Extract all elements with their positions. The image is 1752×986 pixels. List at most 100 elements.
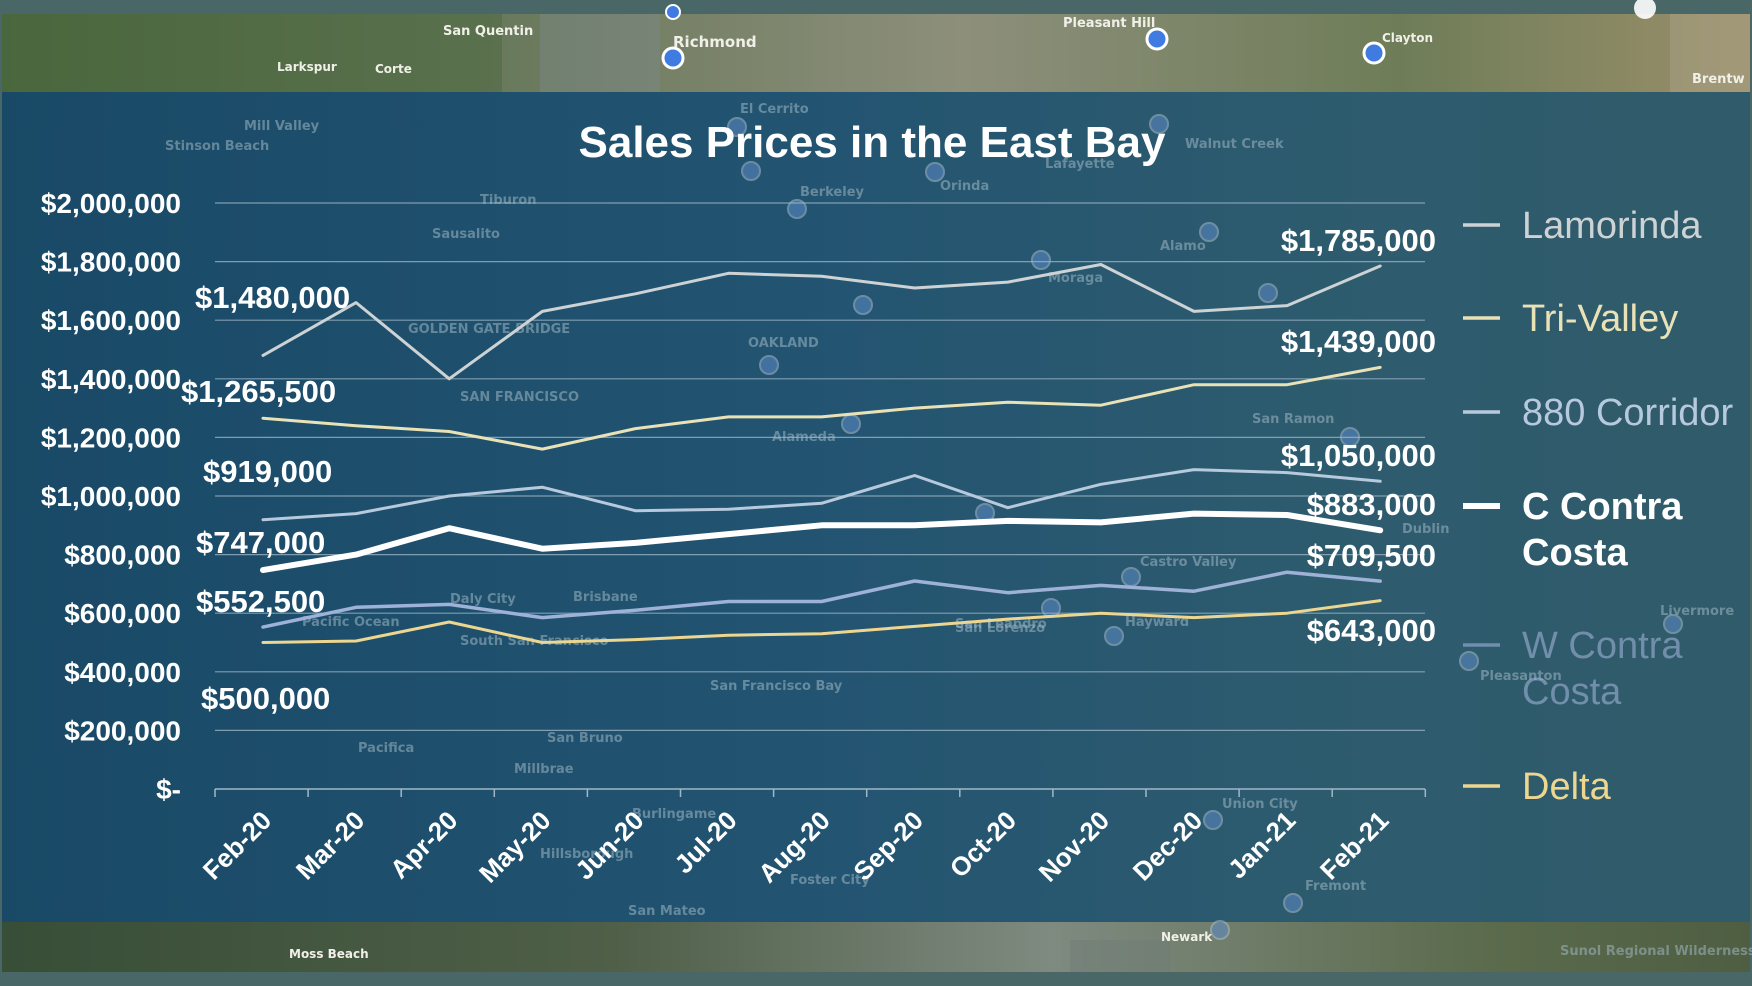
y-tick-label: $600,000 <box>64 598 181 629</box>
panel-map-label: Lafayette <box>1045 157 1115 172</box>
y-tick-label: $200,000 <box>64 715 181 746</box>
legend-item-880-corridor: 880 Corridor <box>1463 392 1734 434</box>
panel-map-label: Sunol Regional Wilderness Area <box>1560 944 1752 959</box>
panel-map-label: Walnut Creek <box>1185 137 1284 152</box>
panel-map-label: Hayward <box>1125 615 1189 630</box>
map-place-label: Brentw <box>1692 72 1745 87</box>
legend-label: W Contra Costa <box>1522 625 1683 713</box>
start-value-label-delta: $500,000 <box>201 681 330 716</box>
panel-map-label: Tiburon <box>480 193 536 208</box>
panel-map-label: Daly City <box>450 592 516 607</box>
legend: Lamorinda Tri-Valley 880 Corridor C Contra C… <box>1463 205 1734 808</box>
panel-map-pin <box>741 161 761 181</box>
end-value-label-880-corridor: $1,050,000 <box>1281 438 1436 473</box>
panel-map-label: Pacifica <box>358 741 414 756</box>
legend-item-delta: Delta <box>1463 766 1612 808</box>
panel-map-pin <box>1104 626 1124 646</box>
panel-map-label: Dublin <box>1402 522 1450 537</box>
map-pins <box>661 0 1656 70</box>
series-line-delta <box>261 599 1382 644</box>
panel-map-pin <box>1203 810 1223 830</box>
panel-map-label: Brisbane <box>573 590 638 605</box>
legend-label: 880 Corridor <box>1522 392 1734 434</box>
panel-map-label: Berkeley <box>800 185 865 200</box>
map-place-label: Pleasant Hill <box>1063 16 1155 31</box>
panel-map-label: Livermore <box>1660 604 1734 619</box>
legend-label: Lamorinda <box>1522 205 1702 247</box>
y-tick-label: $2,000,000 <box>41 188 181 219</box>
map-pin <box>665 4 681 20</box>
panel-map-pin <box>1199 222 1219 242</box>
panel-map-pin <box>1031 250 1051 270</box>
legend-label: C Contra Costa <box>1522 486 1683 574</box>
panel-map-label: Hillsborough <box>540 847 633 862</box>
legend-item-tri-valley: Tri-Valley <box>1463 298 1678 340</box>
panel-map-label: Moraga <box>1048 271 1103 286</box>
panel-map-label: GOLDEN GATE BRIDGE <box>408 322 570 337</box>
panel-map-pin <box>727 117 747 137</box>
panel-map-label: San Francisco Bay <box>710 679 843 694</box>
legend-item-lamorinda: Lamorinda <box>1463 205 1702 247</box>
y-tick-label: $1,200,000 <box>41 422 181 453</box>
start-value-label-tri-valley: $1,265,500 <box>181 374 336 409</box>
series-lines <box>260 263 1384 644</box>
panel-map-label: El Cerrito <box>740 102 809 117</box>
panel-map-pin <box>759 355 779 375</box>
panel-map-pin <box>1283 893 1303 913</box>
series-line-880-corridor <box>261 468 1382 522</box>
end-value-label-tri-valley: $1,439,000 <box>1281 324 1436 359</box>
start-value-label-880-corridor: $919,000 <box>203 454 332 489</box>
panel-map-label: Stinson Beach <box>165 139 269 154</box>
panel-map-pin <box>1210 920 1230 940</box>
legend-label: Tri-Valley <box>1522 298 1678 340</box>
map-place-label: San Quentin <box>443 24 533 39</box>
data-labels: $1,480,000 $1,785,000 $1,265,500 $1,439,000… <box>181 223 1436 716</box>
panel-map-pin <box>787 199 807 219</box>
panel-map-label: Millbrae <box>514 762 574 777</box>
panel-map-label: Orinda <box>940 179 989 194</box>
end-value-label-c-contra-costa: $883,000 <box>1307 487 1436 522</box>
start-value-label-w-contra-costa: $552,500 <box>196 584 325 619</box>
series-line-lamorinda <box>261 263 1382 381</box>
chart-title: Sales Prices in the East Bay <box>579 118 1167 167</box>
y-tick-label: $1,600,000 <box>41 305 181 336</box>
map-pin <box>1362 41 1386 65</box>
series-line-w-contra-costa <box>261 570 1382 629</box>
y-tick-label: $- <box>156 774 181 805</box>
y-axis-tick-labels: $- $200,000 $400,000 $600,000 $800,000 $1,000… <box>41 188 181 805</box>
panel-map-label: San Ramon <box>1252 412 1334 427</box>
map-place-label: Richmond <box>673 33 757 51</box>
legend-item-c-contra-costa: C Contra Costa <box>1463 486 1683 574</box>
map-pin <box>661 46 685 70</box>
legend-item-w-contra-costa: W Contra Costa <box>1463 625 1683 713</box>
end-value-label-w-contra-costa: $709,500 <box>1307 538 1436 573</box>
panel-map-label: Pleasanton <box>1480 669 1562 684</box>
start-value-label-c-contra-costa: $747,000 <box>196 525 325 560</box>
y-tick-label: $1,000,000 <box>41 481 181 512</box>
map-labels: San Quentin Richmond Pleasant Hill Clayton L… <box>277 16 1745 961</box>
panel-map-pin <box>1459 651 1479 671</box>
panel-map-label: Burlingame <box>632 807 716 822</box>
panel-map-pin <box>841 414 861 434</box>
panel-map-pin <box>1258 283 1278 303</box>
series-line-tri-valley <box>261 365 1382 451</box>
panel-map-label: Mill Valley <box>244 119 320 134</box>
panel-map-label: Sausalito <box>432 227 500 242</box>
panel-map-pin <box>1121 567 1141 587</box>
series-line-c-contra-costa <box>260 510 1384 574</box>
panel-map-pin <box>1663 614 1683 634</box>
panel-map-label: Fremont <box>1305 879 1366 894</box>
map-pin <box>1145 27 1169 51</box>
panel-map-label: San Bruno <box>547 731 623 746</box>
map-place-label: Corte <box>375 62 412 76</box>
y-tick-label: $1,800,000 <box>41 247 181 278</box>
y-tick-label: $400,000 <box>64 657 181 688</box>
end-value-label-delta: $643,000 <box>1307 613 1436 648</box>
panel-map-pin <box>925 162 945 182</box>
panel-map-pin <box>1041 598 1061 618</box>
panel-map-label: San Mateo <box>628 904 706 919</box>
panel-map-label: OAKLAND <box>748 336 819 351</box>
panel-map-label: Castro Valley <box>1140 555 1237 570</box>
